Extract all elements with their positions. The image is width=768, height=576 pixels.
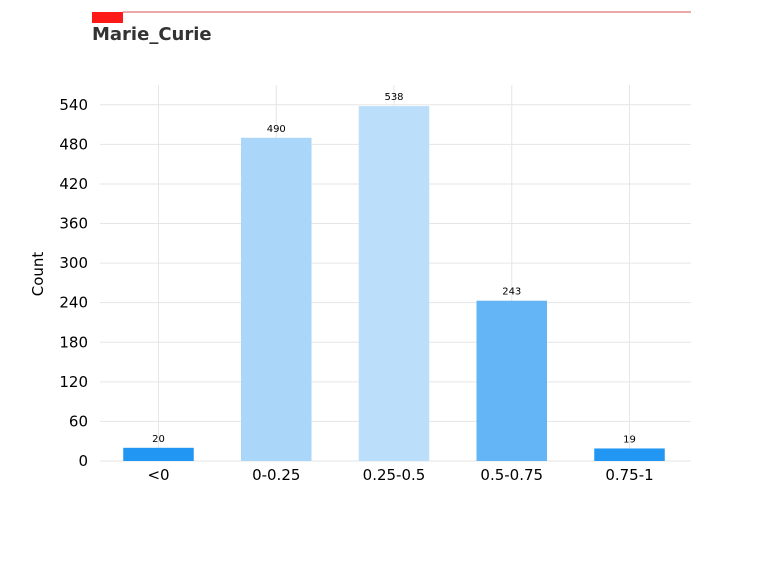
y-axis-ticks: 0 60 120 180 240 300 360 420 480 540: [59, 96, 88, 470]
y-tick-label: 240: [59, 294, 88, 312]
y-tick-label: 180: [59, 333, 88, 351]
accent-block: [92, 12, 123, 23]
y-tick-label: 60: [69, 412, 88, 430]
bar: [241, 137, 312, 462]
bar: [358, 106, 430, 462]
x-tick-label: <0: [147, 466, 169, 484]
bar-value-label: 20: [152, 434, 165, 445]
x-tick-label: 0.25-0.5: [363, 466, 426, 484]
x-tick-label: 0-0.25: [252, 466, 300, 484]
chart-title: Marie_Curie: [92, 24, 212, 45]
bar-value-label: 538: [384, 92, 403, 103]
y-tick-label: 300: [59, 254, 88, 272]
bar: [123, 447, 194, 461]
y-tick-label: 360: [59, 215, 88, 233]
y-tick-label: 480: [59, 135, 88, 153]
bar-value-label: 19: [623, 434, 636, 445]
bar: [476, 300, 547, 461]
y-axis-label: Count: [29, 252, 47, 297]
x-tick-label: 0.75-1: [605, 466, 653, 484]
bars: [123, 106, 665, 462]
y-tick-label: 120: [59, 373, 88, 391]
bar: [594, 448, 665, 461]
bar-value-label: 243: [502, 287, 521, 298]
x-tick-label: 0.5-0.75: [480, 466, 543, 484]
x-axis-ticks: <0 0-0.25 0.25-0.5 0.5-0.75 0.75-1: [147, 466, 653, 484]
y-tick-label: 0: [78, 452, 88, 470]
y-tick-label: 420: [59, 175, 88, 193]
y-tick-label: 540: [59, 96, 88, 114]
data-labels: 20 490 538 243 19: [152, 92, 636, 445]
bar-value-label: 490: [267, 124, 286, 135]
